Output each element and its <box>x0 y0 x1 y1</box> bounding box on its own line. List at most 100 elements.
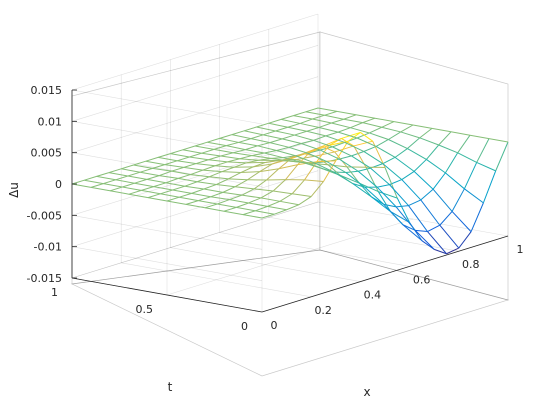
mesh-line-t <box>127 175 147 180</box>
grid-line-z <box>71 201 319 279</box>
mesh-line-t <box>217 203 237 208</box>
mesh-line-x <box>312 114 325 120</box>
mesh-line-t <box>183 166 203 171</box>
z-tick-label: 0.01 <box>38 115 63 128</box>
mesh-line-t <box>293 115 313 120</box>
mesh-line-x <box>432 172 446 190</box>
mesh-line-t <box>296 155 316 161</box>
mesh-line-t <box>319 149 340 160</box>
grid-line-x <box>121 262 312 298</box>
mesh-line-t <box>207 141 227 147</box>
mesh-line-x <box>310 181 324 197</box>
mesh-line-t <box>171 170 191 176</box>
mesh-line-t <box>282 138 302 144</box>
mesh-line-x <box>434 248 447 255</box>
mesh-line-t <box>164 164 184 168</box>
mesh-line-t <box>325 135 345 143</box>
mesh-line-t <box>315 151 335 157</box>
mesh-line-t <box>378 191 398 199</box>
mesh-line-t <box>204 207 225 212</box>
mesh-line-t <box>314 162 334 173</box>
mesh-line-x <box>166 196 180 202</box>
mesh-line-x <box>275 126 288 132</box>
grid-line-z <box>71 139 319 216</box>
mesh-line-t <box>134 182 154 188</box>
z-tick-label: 0.005 <box>31 147 63 160</box>
mesh-line-x <box>245 145 258 151</box>
mesh-line-x <box>128 189 142 195</box>
mesh-line-t <box>223 210 244 216</box>
mesh-line-x <box>304 161 318 181</box>
mesh-line-t <box>412 124 433 129</box>
mesh-line-t <box>280 118 301 124</box>
floor-plane <box>70 249 510 377</box>
mesh-line-t <box>432 188 453 212</box>
mesh-line-t <box>228 178 248 181</box>
mesh-line-x <box>191 188 205 194</box>
mesh-line-t <box>194 145 215 150</box>
mesh-line-t <box>327 164 348 168</box>
t-tick-label: 0.5 <box>136 303 154 316</box>
mesh-line-x <box>198 196 211 202</box>
mesh-line-t <box>71 183 92 188</box>
mesh-line-t <box>267 205 287 211</box>
x-tick-label: 0.6 <box>413 273 431 286</box>
x-axis-line <box>261 235 509 313</box>
mesh-line-t <box>238 141 258 147</box>
mesh-line-x <box>267 200 281 207</box>
mesh-line-x <box>183 163 197 168</box>
grid-line-x <box>170 247 361 282</box>
mesh-line-x <box>227 158 240 163</box>
mesh-line-x <box>293 111 306 117</box>
mesh-line-x <box>363 145 377 152</box>
mesh-line-t <box>407 148 427 160</box>
mesh-line-x <box>325 131 339 137</box>
mesh-line-x <box>470 202 484 232</box>
mesh-line-x <box>301 139 314 144</box>
mesh-line-t <box>256 126 276 132</box>
mesh-line-x <box>458 231 472 249</box>
mesh-line-t <box>389 184 409 206</box>
mesh-line-t <box>334 145 354 153</box>
mesh-line-x <box>282 134 295 140</box>
mesh-line-x <box>346 166 360 184</box>
mesh-line-t <box>90 186 111 192</box>
mesh-line-x <box>415 229 428 233</box>
mesh-line-x <box>127 171 141 177</box>
mesh-line-t <box>414 229 435 250</box>
mesh-line-t <box>307 152 328 163</box>
mesh-line-t <box>450 131 471 136</box>
mesh-line-x <box>238 138 252 143</box>
mesh-line-t <box>208 159 228 163</box>
mesh-line-t <box>287 126 307 132</box>
mesh-line-x <box>345 170 359 174</box>
mesh-line-t <box>299 122 320 128</box>
mesh-line-t <box>253 163 273 168</box>
z-tick-label: -0.01 <box>34 241 62 254</box>
mesh-line-t <box>279 200 299 206</box>
mesh-line-t <box>408 205 428 232</box>
mesh-line-t <box>270 157 291 162</box>
mesh-line-x <box>241 188 255 196</box>
mesh-line-x <box>152 164 165 169</box>
mesh-line-x <box>298 196 312 206</box>
mesh-line-x <box>408 199 422 207</box>
mesh-line-x <box>240 166 254 174</box>
mesh-line-x <box>234 179 248 188</box>
mesh-line-t <box>209 176 229 180</box>
mesh-line-t <box>357 170 378 188</box>
mesh-line-x <box>209 171 222 178</box>
mesh-line-x <box>260 190 274 199</box>
mesh-line-t <box>232 152 253 157</box>
mesh-line-x <box>377 184 390 188</box>
mesh-line-t <box>189 156 209 161</box>
mesh-line-t <box>294 134 314 141</box>
mesh-line-x <box>134 178 148 184</box>
grid-line-z <box>71 76 319 153</box>
mesh-line-x <box>251 152 265 157</box>
mesh-line-t <box>241 194 261 199</box>
mesh-line-t <box>226 145 246 151</box>
tick-labels: -0.015 -0.01 -0.005 0 0.005 0.01 0.015 0 0.2 0.4 0… <box>27 84 524 333</box>
mesh-line-x <box>365 166 379 192</box>
